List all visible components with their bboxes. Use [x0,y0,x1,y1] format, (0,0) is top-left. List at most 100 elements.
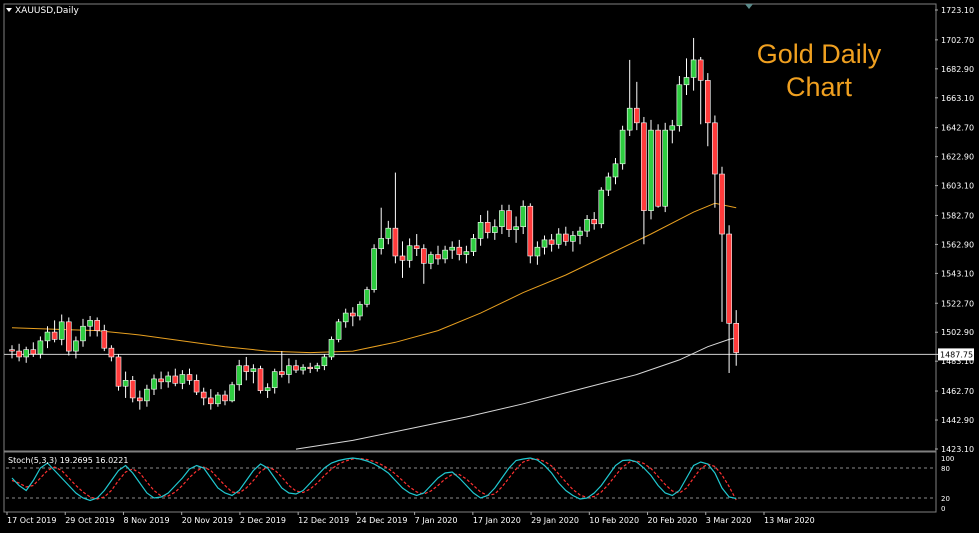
candle [704,73,711,147]
candle [349,307,356,327]
candle [619,125,626,170]
time-tick-label: 8 Nov 2019 [123,516,169,525]
candle [499,204,505,235]
candle-body [470,238,477,252]
candle [470,234,477,256]
candle [321,354,328,371]
candle-body [449,246,456,251]
candle [577,226,583,245]
candle [151,374,157,396]
price-tick-label: 1562.90 [941,240,974,249]
candle [428,251,434,270]
candle-body [513,226,519,230]
candle-body [66,321,72,352]
symbol-label[interactable]: XAUUSD,Daily [6,6,79,16]
candle [80,318,86,347]
candle [30,342,37,357]
candle-body [9,349,15,352]
price-tick-label: 1582.70 [941,211,974,220]
candle-body [349,312,356,317]
candle [655,124,661,208]
candle [662,122,669,213]
time-tick-label: 29 Jan 2020 [531,516,579,525]
candle [9,345,15,359]
candle-body [683,77,690,86]
price-tick-label: 1483.10 [941,357,974,366]
candle-body [172,375,179,384]
chart-caption: Gold Daily Chart [739,38,899,104]
candle-body [591,219,598,225]
candle [605,172,612,196]
time-tick-label: 2 Dec 2019 [240,516,286,525]
candle-body [129,380,136,399]
candle-body [428,254,434,264]
candle-body [300,366,306,371]
candle-body [342,312,349,323]
candle-body [619,129,626,165]
candle-body [527,205,534,257]
candle [200,387,207,406]
candle-body [73,340,79,352]
candle [484,210,491,239]
current-price-box [938,348,974,361]
candle-body [392,227,399,257]
time-tick-label: 17 Jan 2020 [473,516,521,525]
chart-shift-marker[interactable] [745,4,753,9]
candle [357,301,363,321]
candle-body [484,222,491,233]
candle [633,81,640,131]
candle-body [491,226,498,233]
candle [520,200,527,235]
candle [562,226,569,246]
candle-body [357,303,363,317]
candle-body [626,107,633,131]
candle-body [165,375,171,383]
candle-body [612,163,619,178]
candle-body [51,331,58,340]
candle-body [669,125,676,131]
price-tick-label: 1682.90 [941,65,974,74]
time-tick-label: 13 Mar 2020 [764,516,815,525]
candle-body [108,347,115,358]
candle [456,239,463,261]
candle-body [328,339,335,358]
candle [108,345,115,362]
candle-body [697,59,704,81]
candle-body [16,350,22,358]
candle-body [293,365,299,371]
stoch-tick-label: 20 [941,495,950,503]
candle-body [456,246,463,255]
candle [612,157,619,185]
candle-body [655,129,661,207]
candle-body [520,205,527,228]
candle [278,351,285,378]
candle-body [555,233,562,245]
stochastic-label: Stoch(5,3,3) 19.2695 16.0221 [8,456,129,465]
candle [719,166,725,322]
candle [328,336,335,360]
candle [690,37,697,91]
candle-body [477,222,484,239]
price-tick-label: 1502.90 [941,328,974,337]
candle-body [215,394,221,405]
candle [527,203,534,264]
candle-body [87,320,93,327]
candle-body [23,349,30,358]
candle [335,318,342,343]
candle-body [307,366,314,369]
price-tick-label: 1663.10 [941,94,974,103]
candle [733,310,740,366]
candle [598,187,605,229]
candle-body [690,59,697,78]
candle-body [30,349,37,355]
candle-body [335,321,342,340]
candle [307,362,314,374]
candle-body [420,248,427,264]
chart-frame [3,3,937,452]
candle-body [122,380,129,387]
stoch-tick-label: 80 [941,465,950,473]
time-tick-label: 24 Dec 2019 [356,516,407,525]
candle [243,356,250,381]
candle-body [236,365,242,386]
candle [264,383,271,398]
